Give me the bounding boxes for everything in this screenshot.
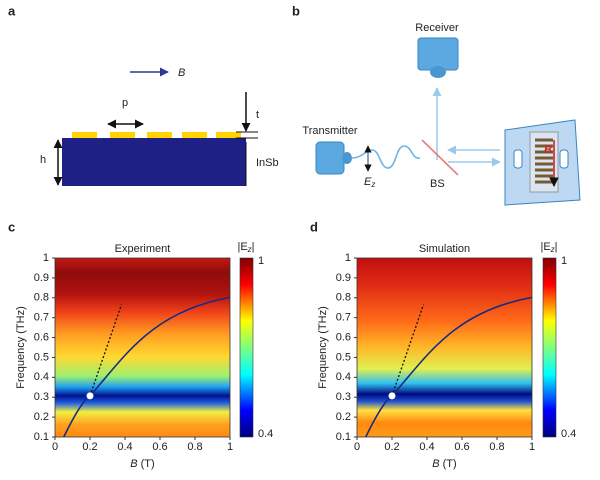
y-tick-label: 0.9 — [34, 272, 49, 284]
x-tick-label: 0.8 — [489, 441, 504, 453]
x-axis-unit: (T) — [443, 458, 457, 470]
colorbar-min: 0.4 — [258, 428, 273, 440]
strips — [72, 132, 241, 138]
colorbar-sub: z — [550, 245, 555, 254]
x-tick-label: 0.6 — [454, 441, 469, 453]
colorbar-prefix: |E — [540, 241, 550, 253]
panel-label: d — [310, 219, 318, 234]
y-tick-label: 1 — [43, 252, 49, 264]
dispersion-curve — [365, 296, 533, 438]
y-tick-label: 0.3 — [34, 391, 49, 403]
beam-splitter — [421, 139, 459, 176]
thickness-label: t — [256, 109, 259, 121]
x-tick-label: 1 — [529, 441, 535, 453]
x-tick-label: 0.2 — [82, 441, 97, 453]
substrate — [62, 138, 246, 186]
period-label: p — [122, 97, 128, 109]
x-axis-unit: (T) — [141, 458, 155, 470]
x-tick-label: 0.4 — [419, 441, 434, 453]
splitter-label: BS — [430, 178, 445, 190]
y-tick-label: 0.5 — [34, 351, 49, 363]
x-axis-var: B — [130, 458, 137, 470]
light-line — [89, 304, 123, 397]
coil — [535, 138, 553, 184]
y-tick-label: 0.9 — [336, 272, 351, 284]
x-axis-label: B (T) — [432, 458, 456, 470]
x-axis-var: B — [432, 458, 439, 470]
y-tick-label: 0.4 — [336, 371, 351, 383]
y-tick-label: 0.1 — [336, 431, 351, 443]
y-tick-label: 0.7 — [336, 312, 351, 324]
transmitter — [315, 141, 345, 175]
colorbar-label: |Ez| — [237, 241, 254, 254]
x-tick-label: 0.2 — [384, 441, 399, 453]
y-tick-label: 0.3 — [336, 391, 351, 403]
y-tick-label: 0.6 — [336, 331, 351, 343]
field-label: B — [178, 67, 185, 79]
y-tick-label: 0.4 — [34, 371, 49, 383]
wave — [351, 145, 421, 169]
x-tick-label: 0.6 — [152, 441, 167, 453]
shape — [147, 132, 172, 138]
panel-label: c — [8, 219, 15, 234]
magnet-label: B — [544, 144, 552, 156]
colorbar — [542, 257, 557, 438]
window — [513, 149, 523, 169]
y-tick-label: 0.7 — [34, 312, 49, 324]
crossing-point — [86, 392, 94, 400]
y-tick-label: 0.8 — [34, 292, 49, 304]
panel-label: b — [292, 3, 300, 18]
x-tick-label: 0 — [52, 441, 58, 453]
shape — [72, 132, 97, 138]
x-tick-label: 0.4 — [117, 441, 132, 453]
colorbar-sub: z — [247, 245, 252, 254]
colorbar-label: |Ez| — [540, 241, 557, 254]
colorbar-suffix: | — [252, 241, 255, 253]
window — [559, 149, 569, 169]
panel-label: a — [8, 3, 16, 18]
light-line — [391, 304, 425, 397]
shape — [216, 132, 241, 138]
x-tick-label: 1 — [227, 441, 233, 453]
y-tick-label: 0.2 — [336, 411, 351, 423]
colorbar-max: 1 — [561, 255, 567, 267]
y-tick-label: 0.8 — [336, 292, 351, 304]
panel-title: Experiment — [115, 243, 171, 255]
shape — [110, 132, 135, 138]
height-label: h — [40, 154, 46, 166]
transmitter-label: Transmitter — [302, 125, 358, 137]
receiver — [417, 37, 459, 71]
y-tick-label: 0.2 — [34, 411, 49, 423]
heatmap — [55, 258, 230, 437]
receiver-label: Receiver — [415, 22, 459, 34]
colorbar-prefix: |E — [237, 241, 247, 253]
y-tick-label: 0.6 — [34, 331, 49, 343]
colorbar-min: 0.4 — [561, 428, 576, 440]
y-axis-label: Frequency (THz) — [317, 306, 329, 389]
plot-frame — [356, 257, 533, 438]
y-tick-label: 0.1 — [34, 431, 49, 443]
dispersion-curve — [63, 296, 231, 438]
heatmap — [357, 258, 532, 437]
field-label: Ez — [364, 176, 375, 189]
receiver-lens — [430, 66, 446, 78]
x-tick-label: 0 — [354, 441, 360, 453]
x-axis-label: B (T) — [130, 458, 154, 470]
plot-frame — [54, 257, 231, 438]
y-tick-label: 1 — [345, 252, 351, 264]
x-tick-label: 0.8 — [187, 441, 202, 453]
shape: E — [364, 176, 372, 188]
colorbar-suffix: | — [555, 241, 558, 253]
y-tick-label: 0.5 — [336, 351, 351, 363]
material-label: InSb — [256, 157, 279, 169]
colorbar-max: 1 — [258, 255, 264, 267]
panel-title: Simulation — [419, 243, 470, 255]
crossing-point — [388, 392, 396, 400]
y-axis-label: Frequency (THz) — [15, 306, 27, 389]
shape: z — [370, 180, 375, 189]
transmitter-lens — [342, 152, 352, 164]
shape — [182, 132, 207, 138]
colorbar — [239, 257, 254, 438]
